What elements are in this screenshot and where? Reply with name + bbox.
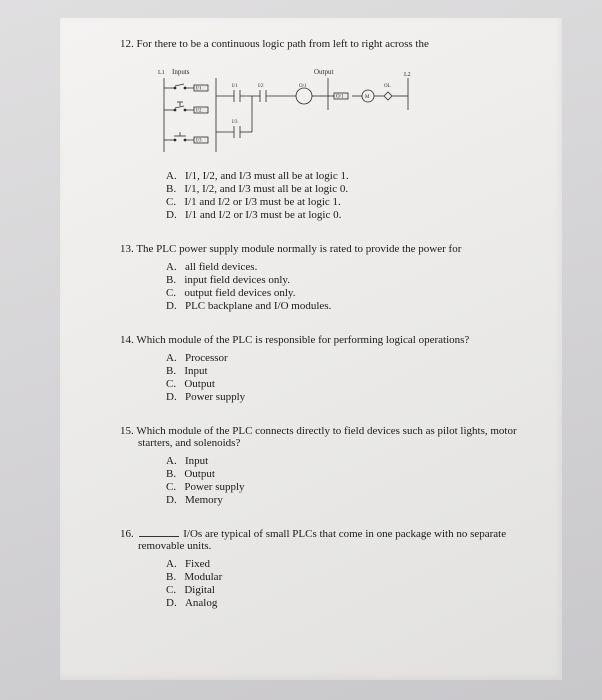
options-list: A. all field devices. B. input field dev… bbox=[120, 261, 532, 312]
question-14: 14. Which module of the PLC is responsib… bbox=[120, 334, 532, 403]
options-list: A. Fixed B. Modular C. Digital D. Analog bbox=[120, 558, 532, 609]
option: C. Output bbox=[166, 378, 532, 390]
option: A. Processor bbox=[166, 352, 532, 364]
option: D. Analog bbox=[166, 597, 532, 609]
svg-text:O/1: O/1 bbox=[299, 84, 307, 89]
option: D. Power supply bbox=[166, 391, 532, 403]
svg-text:I/1: I/1 bbox=[196, 87, 202, 92]
question-text: 15. Which module of the PLC connects dir… bbox=[120, 425, 532, 449]
option: C. I/1 and I/2 or I/3 must be at logic 1… bbox=[166, 196, 532, 208]
question-body: The PLC power supply module normally is … bbox=[136, 243, 461, 255]
question-number: 16. bbox=[120, 528, 134, 540]
question-body: For there to be a continuous logic path … bbox=[137, 38, 429, 50]
svg-text:O/1: O/1 bbox=[336, 95, 344, 100]
question-body: Which module of the PLC connects directl… bbox=[136, 425, 516, 449]
option: B. Input bbox=[166, 365, 532, 377]
question-text: 14. Which module of the PLC is responsib… bbox=[120, 334, 532, 346]
question-number: 15. bbox=[120, 425, 134, 437]
option: C. Power supply bbox=[166, 481, 532, 493]
option: D. PLC backplane and I/O modules. bbox=[166, 300, 532, 312]
svg-text:Inputs: Inputs bbox=[172, 68, 190, 76]
question-body: I/Os are typical of small PLCs that come… bbox=[138, 528, 506, 552]
svg-text:L1: L1 bbox=[158, 70, 165, 76]
option: D. I/1 and I/2 or I/3 must be at logic 0… bbox=[166, 209, 532, 221]
question-number: 12. bbox=[120, 38, 134, 50]
options-list: A. Input B. Output C. Power supply D. Me… bbox=[120, 455, 532, 506]
question-16: 16. I/Os are typical of small PLCs that … bbox=[120, 528, 532, 609]
option: B. Output bbox=[166, 468, 532, 480]
question-text: 13. The PLC power supply module normally… bbox=[120, 243, 532, 255]
svg-text:OL: OL bbox=[384, 84, 391, 89]
svg-text:I/3: I/3 bbox=[232, 120, 238, 125]
svg-text:I/3: I/3 bbox=[196, 139, 202, 144]
option: B. I/1, I/2, and I/3 must all be at logi… bbox=[166, 183, 532, 195]
option: A. all field devices. bbox=[166, 261, 532, 273]
option: A. Input bbox=[166, 455, 532, 467]
question-body: Which module of the PLC is responsible f… bbox=[136, 334, 469, 346]
document-page: 12. For there to be a continuous logic p… bbox=[60, 18, 562, 680]
svg-text:I/1: I/1 bbox=[232, 84, 238, 89]
option: C. output field devices only. bbox=[166, 287, 532, 299]
option: A. Fixed bbox=[166, 558, 532, 570]
question-number: 13. bbox=[120, 243, 134, 255]
ladder-diagram: L1 Inputs I/1 bbox=[156, 60, 416, 160]
option: C. Digital bbox=[166, 584, 532, 596]
question-text: 12. For there to be a continuous logic p… bbox=[120, 38, 532, 50]
question-number: 14. bbox=[120, 334, 134, 346]
question-15: 15. Which module of the PLC connects dir… bbox=[120, 425, 532, 506]
option: A. I/1, I/2, and I/3 must all be at logi… bbox=[166, 170, 532, 182]
svg-text:L2: L2 bbox=[404, 72, 411, 78]
question-text: 16. I/Os are typical of small PLCs that … bbox=[120, 528, 532, 552]
question-12: 12. For there to be a continuous logic p… bbox=[120, 38, 532, 221]
option: B. input field devices only. bbox=[166, 274, 532, 286]
option: B. Modular bbox=[166, 571, 532, 583]
svg-text:Output: Output bbox=[314, 68, 334, 76]
svg-text:M: M bbox=[365, 95, 370, 100]
options-list: A. I/1, I/2, and I/3 must all be at logi… bbox=[120, 170, 532, 221]
question-13: 13. The PLC power supply module normally… bbox=[120, 243, 532, 312]
option: D. Memory bbox=[166, 494, 532, 506]
options-list: A. Processor B. Input C. Output D. Power… bbox=[120, 352, 532, 403]
blank-line bbox=[139, 536, 179, 537]
svg-text:I/2: I/2 bbox=[196, 109, 202, 114]
svg-text:I/2: I/2 bbox=[258, 84, 264, 89]
